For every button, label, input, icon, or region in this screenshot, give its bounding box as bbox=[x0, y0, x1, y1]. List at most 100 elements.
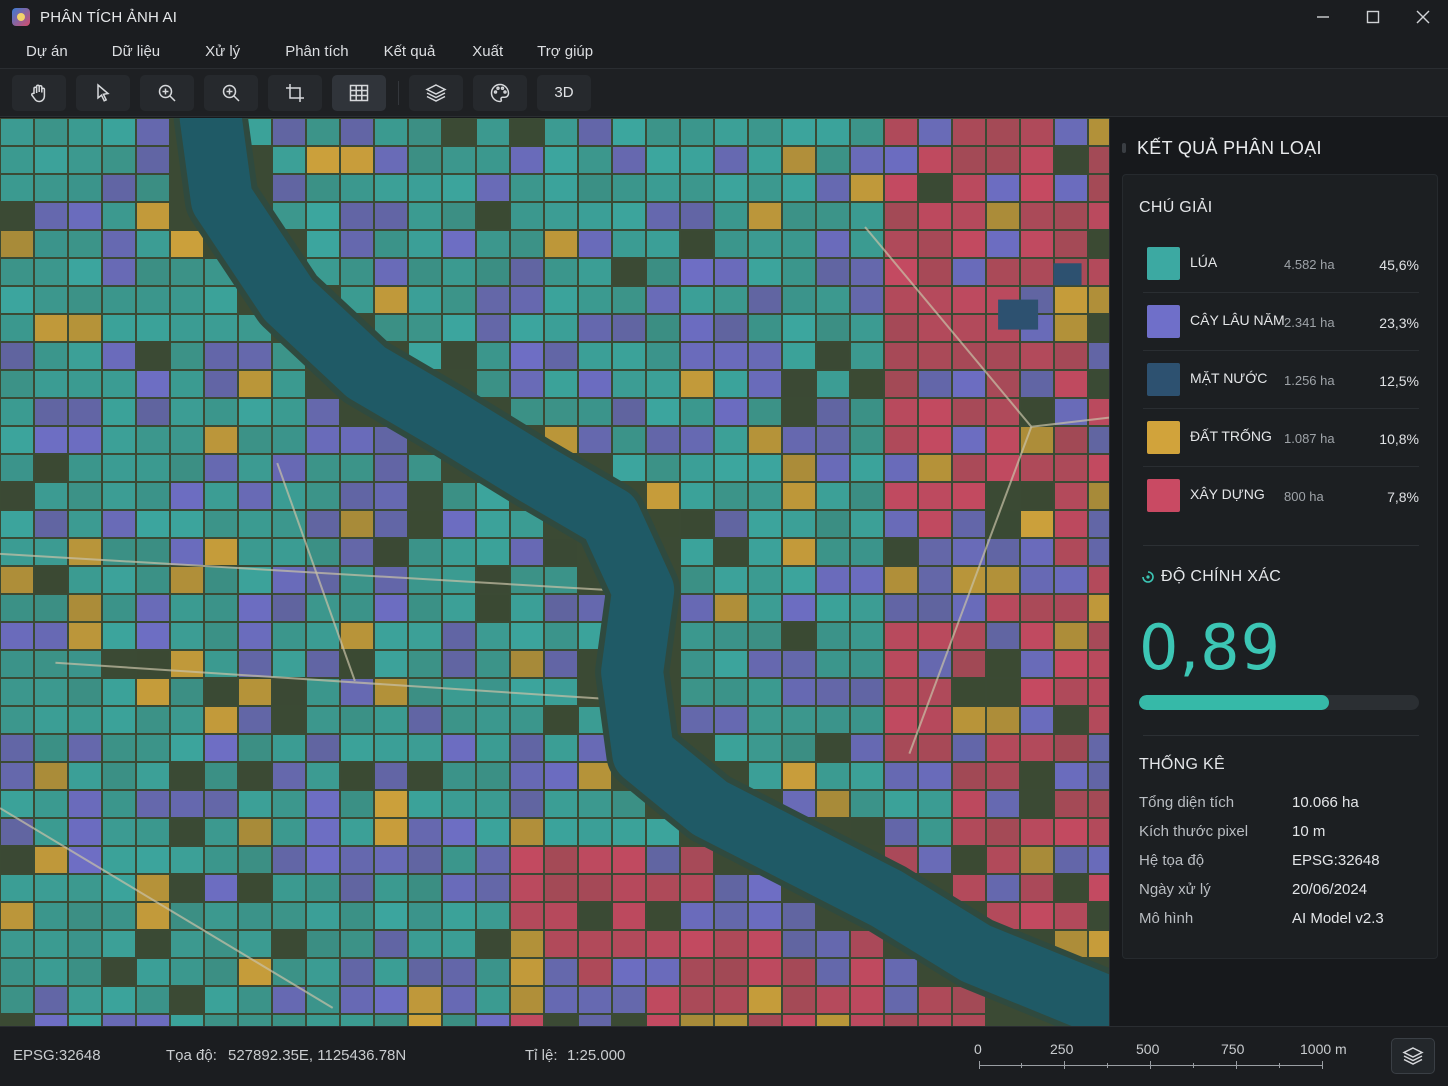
legend-name: MẶT NƯỚC bbox=[1190, 370, 1268, 386]
land-parcel bbox=[171, 875, 203, 901]
land-parcel bbox=[205, 763, 237, 789]
land-parcel bbox=[341, 707, 373, 733]
land-parcel bbox=[817, 511, 849, 537]
land-parcel bbox=[681, 903, 713, 929]
menu-item-ket-qua[interactable]: Kết quả bbox=[383, 42, 436, 60]
legend-item[interactable]: CÂY LÂU NĂM 2.341 ha 23,3% bbox=[1143, 293, 1419, 351]
menu-item-xu-ly[interactable]: Xử lý bbox=[205, 42, 241, 60]
land-parcel bbox=[1055, 567, 1087, 593]
panel-collapse-handle[interactable] bbox=[1122, 143, 1126, 153]
land-parcel bbox=[307, 175, 339, 201]
land-parcel bbox=[579, 203, 611, 229]
land-parcel bbox=[171, 427, 203, 453]
land-parcel bbox=[817, 707, 849, 733]
land-parcel bbox=[273, 371, 305, 397]
land-parcel bbox=[1055, 287, 1087, 313]
legend-percent: 7,8% bbox=[1387, 489, 1419, 505]
legend-item[interactable]: XÂY DỰNG 800 ha 7,8% bbox=[1143, 467, 1419, 525]
land-parcel bbox=[1, 455, 33, 481]
land-parcel bbox=[1, 1015, 33, 1026]
land-parcel bbox=[443, 875, 475, 901]
land-parcel bbox=[953, 875, 985, 901]
land-parcel bbox=[35, 567, 67, 593]
status-scale-label: Tỉ lệ: bbox=[525, 1047, 558, 1064]
land-parcel bbox=[817, 791, 849, 817]
land-parcel bbox=[409, 623, 441, 649]
legend-item[interactable]: ĐẤT TRỐNG 1.087 ha 10,8% bbox=[1143, 409, 1419, 467]
layers-tool-button[interactable] bbox=[409, 74, 463, 111]
land-parcel bbox=[35, 679, 67, 705]
land-parcel bbox=[103, 343, 135, 369]
land-parcel bbox=[409, 819, 441, 845]
land-parcel bbox=[443, 931, 475, 957]
land-parcel bbox=[545, 847, 577, 873]
land-parcel bbox=[205, 679, 237, 705]
land-parcel bbox=[137, 119, 169, 145]
map-canvas[interactable] bbox=[0, 118, 1109, 1026]
3d-view-button[interactable]: 3D bbox=[537, 74, 591, 111]
land-parcel bbox=[1, 203, 33, 229]
menu-item-xuat[interactable]: Xuất bbox=[472, 42, 504, 60]
land-parcel bbox=[851, 399, 883, 425]
land-parcel bbox=[851, 119, 883, 145]
menu-item-phan-tich[interactable]: Phân tích bbox=[285, 42, 349, 60]
zoom-out-button[interactable] bbox=[204, 74, 258, 111]
land-parcel bbox=[681, 371, 713, 397]
land-parcel bbox=[69, 175, 101, 201]
land-parcel bbox=[103, 203, 135, 229]
minimize-button[interactable] bbox=[1298, 0, 1348, 34]
layer-toggle-button[interactable] bbox=[1391, 1038, 1435, 1074]
crop-tool-button[interactable] bbox=[268, 74, 322, 111]
grid-tool-button[interactable] bbox=[332, 74, 386, 111]
land-parcel bbox=[647, 371, 679, 397]
land-parcel bbox=[205, 595, 237, 621]
land-parcel bbox=[103, 707, 135, 733]
close-button[interactable] bbox=[1398, 0, 1448, 34]
menu-item-du-an[interactable]: Dự án bbox=[26, 42, 68, 60]
land-parcel bbox=[375, 959, 407, 985]
land-parcel bbox=[205, 735, 237, 761]
zoom-in-button[interactable] bbox=[140, 74, 194, 111]
land-parcel bbox=[341, 203, 373, 229]
palette-tool-button[interactable] bbox=[473, 74, 527, 111]
land-parcel bbox=[103, 763, 135, 789]
land-parcel bbox=[239, 847, 271, 873]
maximize-button[interactable] bbox=[1348, 0, 1398, 34]
land-parcel bbox=[647, 959, 679, 985]
land-parcel bbox=[647, 455, 679, 481]
land-parcel bbox=[341, 875, 373, 901]
legend-item[interactable]: MẶT NƯỚC 1.256 ha 12,5% bbox=[1143, 351, 1419, 409]
land-parcel bbox=[1021, 819, 1053, 845]
land-parcel bbox=[341, 987, 373, 1013]
menu-item-du-lieu[interactable]: Dữ liệu bbox=[111, 42, 161, 60]
land-parcel bbox=[1, 343, 33, 369]
land-parcel bbox=[511, 791, 543, 817]
land-parcel bbox=[545, 1015, 577, 1026]
land-parcel bbox=[919, 427, 951, 453]
land-parcel bbox=[545, 175, 577, 201]
land-parcel bbox=[171, 483, 203, 509]
pan-tool-button[interactable] bbox=[12, 74, 66, 111]
menu-item-tro-giup[interactable]: Trợ giúp bbox=[537, 42, 594, 60]
stat-row-total-area: Tổng diện tích 10.066 ha bbox=[1139, 794, 1419, 816]
land-parcel bbox=[375, 259, 407, 285]
land-parcel bbox=[715, 735, 747, 761]
land-parcel bbox=[69, 511, 101, 537]
land-parcel bbox=[35, 371, 67, 397]
land-parcel bbox=[35, 959, 67, 985]
land-parcel bbox=[375, 903, 407, 929]
select-tool-button[interactable] bbox=[76, 74, 130, 111]
land-parcel bbox=[477, 595, 509, 621]
land-parcel bbox=[511, 231, 543, 257]
land-parcel bbox=[511, 735, 543, 761]
legend-item[interactable]: LÚA 4.582 ha 45,6% bbox=[1143, 235, 1419, 293]
land-parcel bbox=[273, 847, 305, 873]
land-parcel bbox=[749, 735, 781, 761]
land-parcel bbox=[35, 483, 67, 509]
land-parcel bbox=[1, 707, 33, 733]
land-parcel bbox=[613, 875, 645, 901]
legend-name: ĐẤT TRỐNG bbox=[1190, 428, 1272, 444]
land-parcel bbox=[647, 259, 679, 285]
land-parcel bbox=[375, 847, 407, 873]
land-parcel bbox=[817, 735, 849, 761]
